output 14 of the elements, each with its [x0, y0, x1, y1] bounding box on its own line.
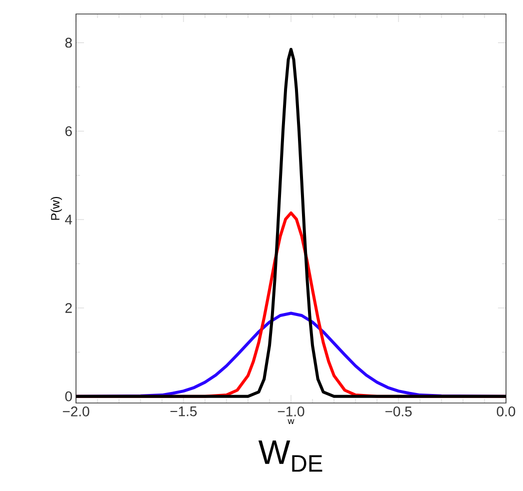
x-tick-label: 0.0 — [496, 406, 516, 416]
text: W$_{DE}$ — [258, 440, 322, 472]
y-axis-title: P(w) — [50, 196, 62, 220]
x-tick-label: −1.5 — [170, 406, 197, 416]
x-tick-label: −0.5 — [385, 406, 412, 416]
x-axis-title: w — [288, 419, 294, 424]
y-tick-label: 2 — [65, 303, 72, 313]
y-tick-label: 6 — [65, 126, 72, 136]
x-tick-label: −2.0 — [62, 406, 90, 416]
line-series — [76, 48, 506, 398]
x-tick-label: −1.0 — [278, 406, 304, 416]
y-tick-label: 8 — [65, 38, 72, 48]
y-tick-label: 0 — [65, 391, 72, 402]
y-tick-label: 4 — [65, 214, 72, 224]
